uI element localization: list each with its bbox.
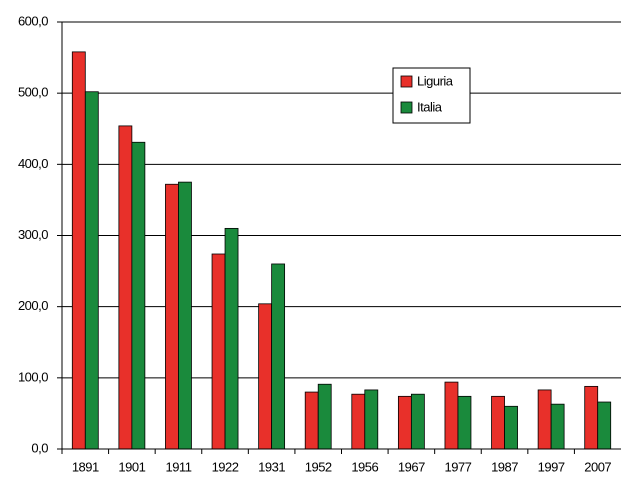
x-tick-label: 1967	[398, 459, 425, 474]
y-tick-label: 600,0	[18, 13, 48, 28]
bar	[504, 405, 518, 450]
bar	[317, 383, 332, 450]
x-tick-label: 1891	[72, 459, 99, 474]
bar	[584, 385, 599, 450]
bar	[224, 227, 239, 450]
bar	[71, 51, 86, 450]
bar	[410, 393, 425, 450]
bar	[537, 389, 552, 450]
x-tick-label: 1931	[258, 459, 285, 474]
x-tick-label: 1956	[351, 459, 378, 474]
bar	[131, 141, 146, 450]
y-tick-label: 0,0	[31, 440, 48, 455]
x-tick-label: 2007	[584, 459, 611, 474]
bar	[397, 395, 412, 450]
y-tick-label: 300,0	[18, 227, 48, 242]
bar	[351, 393, 366, 450]
y-tick-label: 500,0	[18, 85, 48, 100]
bar	[364, 389, 379, 450]
y-tick-label: 400,0	[18, 156, 48, 171]
bar	[444, 381, 459, 450]
bar	[457, 395, 472, 450]
x-tick-label: 1952	[305, 459, 332, 474]
x-tick-label: 1911	[165, 459, 191, 474]
x-tick-label: 1977	[444, 459, 471, 474]
legend-swatch	[400, 101, 413, 114]
bar	[178, 181, 192, 450]
y-tick-label: 200,0	[18, 298, 48, 313]
bar	[165, 183, 179, 450]
x-tick-label: 1901	[118, 459, 145, 474]
bar	[84, 91, 99, 450]
legend-label: Italia	[417, 99, 443, 114]
bar	[118, 125, 133, 450]
bar	[491, 395, 505, 450]
x-tick-label: 1987	[491, 459, 518, 474]
bar	[550, 403, 565, 450]
bar	[597, 401, 612, 450]
legend-label: Liguria	[417, 73, 454, 88]
bar	[304, 391, 319, 450]
y-tick-label: 100,0	[18, 369, 48, 384]
bar	[211, 253, 226, 450]
x-tick-label: 1997	[538, 459, 565, 474]
legend-swatch	[400, 75, 413, 88]
bar	[271, 263, 286, 450]
x-tick-label: 1922	[212, 459, 239, 474]
bar	[258, 303, 273, 450]
